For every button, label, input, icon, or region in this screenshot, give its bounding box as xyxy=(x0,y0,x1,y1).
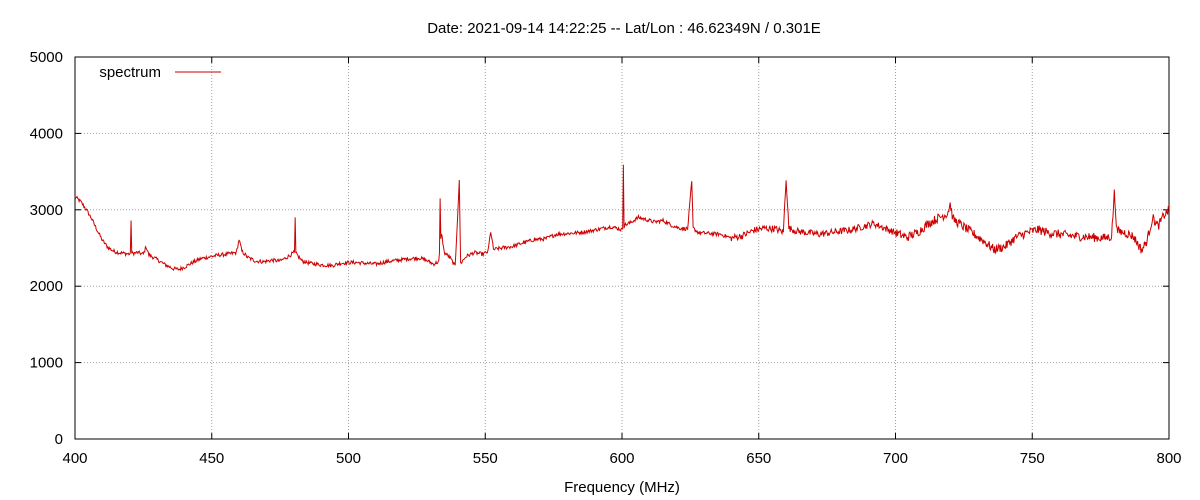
x-tick-label: 800 xyxy=(1156,450,1181,467)
x-tick-label: 400 xyxy=(62,450,87,467)
chart-title: Date: 2021-09-14 14:22:25 -- Lat/Lon : 4… xyxy=(427,20,821,37)
legend: spectrum xyxy=(99,64,221,81)
y-tick-label: 2000 xyxy=(30,278,63,295)
y-tick-label: 3000 xyxy=(30,202,63,219)
x-tick-label: 550 xyxy=(473,450,498,467)
y-tick-label: 0 xyxy=(55,431,63,448)
x-tick-label: 600 xyxy=(609,450,634,467)
x-axis-label: Frequency (MHz) xyxy=(564,479,680,496)
x-tick-label: 650 xyxy=(746,450,771,467)
x-tick-label: 450 xyxy=(199,450,224,467)
plot-frame xyxy=(74,56,1170,440)
legend-label-spectrum: spectrum xyxy=(99,64,161,81)
y-tick-label: 5000 xyxy=(30,49,63,66)
series-line-spectrum xyxy=(74,164,1170,272)
series-layer xyxy=(74,164,1170,272)
y-tick-label: 1000 xyxy=(30,355,63,372)
x-tick-label: 750 xyxy=(1020,450,1045,467)
grid-lines xyxy=(75,57,1169,439)
x-tick-label: 500 xyxy=(336,450,361,467)
y-tick-label: 4000 xyxy=(30,125,63,142)
tick-labels: 400 450 500 550 600 650 700 750 800 0 1000 2000 3000… xyxy=(30,49,1182,467)
x-tick-label: 700 xyxy=(883,450,908,467)
